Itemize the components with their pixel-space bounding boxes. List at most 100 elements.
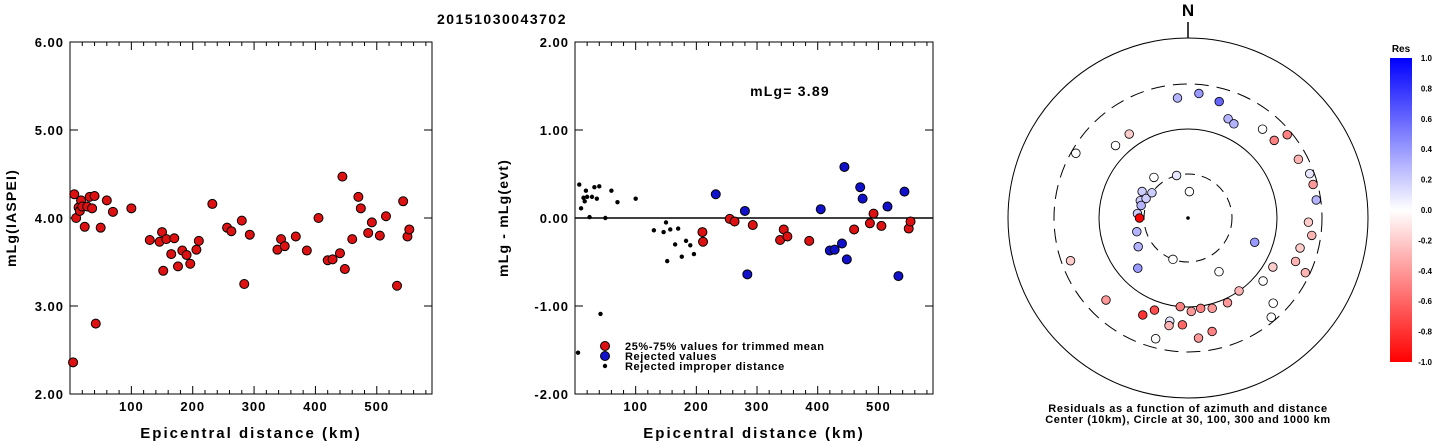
colorbar-labels: 1.0 0.8 0.6 0.4 0.2 0.0 -0.2 -0.4 -0.6 -0.8 -1.0 <box>1418 54 1432 367</box>
station-residual-point <box>1065 256 1076 266</box>
station-residual-point <box>1295 243 1305 253</box>
epicenter-marker <box>1186 216 1190 220</box>
magnitude-point <box>363 227 374 238</box>
left-x-tick-label: 300 <box>242 399 267 414</box>
middle-y-tick-label: 0.00 <box>540 211 569 226</box>
magnitude-point <box>191 244 202 255</box>
rejected-point <box>829 244 840 255</box>
north-label: N <box>1182 1 1194 20</box>
magnitude-point <box>327 254 338 265</box>
improper-distance-point <box>675 226 681 231</box>
magnitude-point <box>158 265 169 276</box>
magnitude-point <box>353 191 364 202</box>
magnitude-point <box>366 217 377 228</box>
station-residual-point <box>1194 88 1204 99</box>
trimmed-mean-point <box>697 227 708 238</box>
improper-distance-point <box>597 184 602 189</box>
station-residual-point <box>1184 186 1195 197</box>
station-residual-point <box>1214 266 1224 277</box>
station-residual-point <box>1149 305 1160 315</box>
improper-distance-point <box>691 251 697 257</box>
colorbar-tick-label: 0.6 <box>1421 115 1433 124</box>
magnitude-point <box>374 230 385 241</box>
magnitude-point <box>347 234 358 245</box>
station-residual-point <box>1250 237 1260 247</box>
magnitude-point <box>107 206 118 217</box>
improper-distance-point <box>661 229 666 235</box>
polar-residual-plot: N Residuals as a function of azimuth and… <box>1007 1 1369 426</box>
middle-y-tick-label: 1.00 <box>540 123 569 138</box>
improper-distance-point <box>581 195 586 200</box>
magnitude-point <box>226 226 237 237</box>
improper-distance-point <box>663 220 669 225</box>
station-residual-point <box>1304 169 1315 179</box>
polar-caption-line2: Center (10km), Circle at 30, 100, 300 an… <box>1045 414 1331 426</box>
station-residual-point <box>1307 230 1317 241</box>
improper-distance-point <box>683 238 689 244</box>
left-y-tick-label: 2.00 <box>35 387 64 402</box>
colorbar-tick-label: -0.8 <box>1418 328 1432 337</box>
rejected-point <box>815 204 826 215</box>
magnitude-point <box>69 189 80 200</box>
middle-y-tick-label: -2.00 <box>534 387 569 402</box>
colorbar-tick-label: 0.4 <box>1421 145 1433 154</box>
magnitude-point <box>207 198 218 209</box>
station-residual-point <box>1149 172 1159 183</box>
trimmed-mean-point <box>698 236 709 247</box>
station-residual-point <box>1303 217 1314 227</box>
station-residual-point <box>1222 298 1233 308</box>
rejected-point <box>882 201 893 212</box>
improper-distance-point <box>609 188 614 193</box>
residual-colorbar: Res 1.0 0.8 0.6 0.4 0.2 0.0 -0.2 -0.4 -0.6 -0.8 -1… <box>1390 44 1433 367</box>
improper-distance-point <box>589 194 595 200</box>
station-residual-point <box>1229 119 1239 129</box>
improper-distance-point <box>598 311 603 317</box>
improper-distance-point <box>584 194 590 200</box>
improper-distance-point <box>615 199 620 205</box>
left-x-tick-label: 400 <box>303 399 328 414</box>
station-residual-point <box>1110 140 1121 151</box>
rejected-point <box>742 269 753 280</box>
magnitude-point <box>193 235 204 246</box>
left-y-tick-label: 6.00 <box>35 35 64 50</box>
station-residual-point <box>1282 130 1292 140</box>
ring-100km <box>1098 128 1278 308</box>
station-residual-point <box>1101 295 1111 305</box>
rejected-point <box>710 189 721 200</box>
trimmed-mean-point <box>868 208 879 219</box>
magnitude-point <box>95 222 106 233</box>
station-residual-point <box>1207 303 1217 314</box>
improper-distance-point <box>603 215 608 221</box>
middle-y-tick-label: 2.00 <box>540 35 569 50</box>
magnitude-point <box>126 203 137 214</box>
middle-x-tick-label: 100 <box>623 399 648 414</box>
left-y-tick-label: 3.00 <box>35 299 64 314</box>
left-x-tick-label: 100 <box>119 399 144 414</box>
left-y-axis-label: mLg(IASPEI) <box>3 169 19 267</box>
trimmed-mean-point <box>729 216 740 227</box>
station-residual-point <box>1133 242 1143 252</box>
magnitude-point <box>185 258 196 269</box>
middle-y-axis-label: mLg - mLg(evt) <box>495 159 511 277</box>
station-residual-point <box>1071 148 1081 158</box>
station-residual-point <box>1195 303 1206 314</box>
colorbar-tick-label: 0.2 <box>1421 176 1433 185</box>
rejected-point <box>893 271 904 282</box>
magnitude-point <box>398 196 409 207</box>
station-residual-point <box>1133 263 1143 273</box>
station-residual-point <box>1269 135 1279 146</box>
left-x-tick-label: 500 <box>364 399 389 414</box>
magnitude-point <box>79 221 90 232</box>
colorbar-tick-label: -0.2 <box>1418 236 1432 245</box>
trimmed-mean-point <box>782 231 793 242</box>
station-residual-point <box>1214 96 1224 107</box>
station-residual-point <box>1136 200 1146 211</box>
ring-300km <box>1053 83 1323 353</box>
left-chart-frame <box>69 41 433 395</box>
improper-distance-point <box>577 182 582 187</box>
station-residual-point <box>1177 320 1188 330</box>
magnitude-point <box>101 195 112 206</box>
legend-label-trimmed: 25%-75% values for trimmed mean <box>625 341 825 353</box>
trimmed-mean-point <box>849 224 860 235</box>
